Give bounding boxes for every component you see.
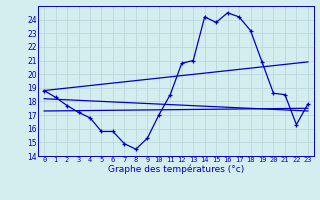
X-axis label: Graphe des températures (°c): Graphe des températures (°c) [108,165,244,174]
